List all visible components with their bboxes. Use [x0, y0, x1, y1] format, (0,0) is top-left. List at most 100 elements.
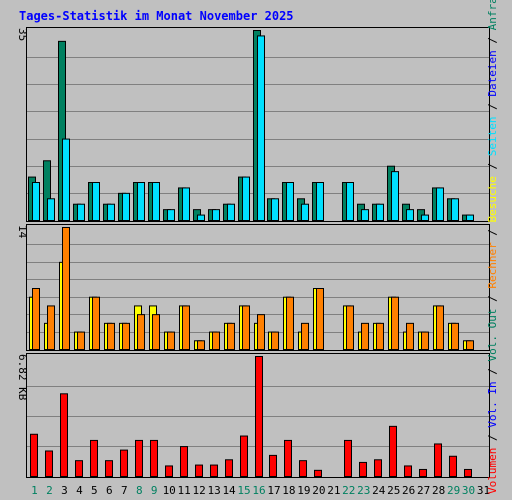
panel-bottom-max-label: 6.82 KB	[16, 354, 29, 401]
panel-bottom-border	[26, 353, 490, 478]
bar-volumen-8	[135, 439, 143, 478]
day-label-16: 16	[252, 484, 265, 497]
day-label-20: 20	[312, 484, 325, 497]
bar-volumen-16	[255, 356, 263, 477]
bar-dateien-22	[346, 182, 354, 221]
bar-rechner-25	[391, 296, 399, 351]
bar-volumen-5	[90, 439, 98, 478]
bar-dateien-9	[152, 182, 160, 221]
bar-volumen-18	[284, 439, 292, 478]
panel-middle-border	[26, 224, 490, 351]
bar-dateien-18	[286, 182, 294, 221]
bar-volumen-11	[180, 446, 188, 478]
bar-rechner-12	[197, 340, 205, 350]
bar-volumen-19	[299, 460, 307, 477]
bar-rechner-7	[122, 322, 130, 351]
bar-rechner-3	[62, 227, 70, 350]
day-label-28: 28	[432, 484, 445, 497]
right-legend-part-7: /	[486, 222, 499, 242]
bar-rechner-11	[182, 305, 190, 350]
right-legend-part-8: Besuche	[486, 176, 499, 222]
bar-rechner-27	[421, 331, 429, 351]
bar-dateien-17	[271, 198, 279, 222]
bar-rechner-14	[227, 322, 235, 351]
bar-rechner-17	[271, 331, 279, 351]
bar-dateien-25	[391, 171, 399, 221]
bar-volumen-28	[434, 443, 442, 477]
right-legend-part-12: Dateien	[486, 50, 499, 96]
bar-volumen-13	[210, 464, 218, 477]
bar-rechner-8	[137, 314, 145, 350]
day-label-22: 22	[342, 484, 355, 497]
bar-rechner-4	[77, 331, 85, 351]
bar-dateien-23	[361, 209, 369, 221]
bar-rechner-20	[316, 288, 324, 350]
panel-top-max-label: 35	[16, 28, 29, 41]
day-label-15: 15	[237, 484, 250, 497]
right-legend-part-6: Rechner	[486, 242, 499, 289]
day-label-12: 12	[193, 484, 206, 497]
right-legend-part-13: /	[486, 30, 499, 50]
day-label-9: 9	[151, 484, 158, 497]
bar-volumen-1	[30, 433, 38, 478]
right-legend-part-5: /	[486, 289, 499, 309]
bar-dateien-16	[257, 35, 265, 221]
panel-middle-max-label: 14	[16, 225, 29, 239]
bar-volumen-25	[389, 425, 397, 477]
bar-dateien-20	[316, 182, 324, 221]
bar-volumen-4	[75, 460, 83, 477]
day-label-13: 13	[207, 484, 220, 497]
bar-rechner-2	[47, 305, 55, 350]
panel-top-border	[26, 27, 490, 222]
right-legend-part-9: /	[486, 156, 499, 176]
bar-dateien-30	[466, 214, 474, 221]
bar-dateien-26	[406, 209, 414, 221]
chart-title: Tages-Statistik im Monat November 2025	[19, 9, 294, 23]
right-legend-part-3: /	[486, 362, 499, 382]
bar-dateien-28	[436, 187, 444, 222]
bar-rechner-13	[212, 331, 220, 351]
bar-dateien-29	[451, 198, 459, 222]
bar-volumen-23	[359, 461, 367, 478]
day-label-6: 6	[106, 484, 113, 497]
day-label-1: 1	[31, 484, 38, 497]
bar-dateien-27	[421, 214, 429, 221]
day-label-4: 4	[76, 484, 83, 497]
bar-dateien-4	[77, 203, 85, 221]
bar-dateien-13	[212, 209, 220, 221]
day-label-27: 27	[417, 484, 430, 497]
bar-volumen-26	[404, 465, 412, 477]
bar-dateien-5	[92, 182, 100, 221]
bar-rechner-24	[376, 322, 384, 351]
right-legend-part-11: /	[486, 97, 499, 117]
bar-rechner-10	[167, 331, 175, 351]
day-label-2: 2	[46, 484, 53, 497]
bar-volumen-24	[374, 459, 382, 477]
bar-rechner-16	[257, 314, 265, 350]
bar-dateien-15	[242, 176, 250, 221]
bar-dateien-11	[182, 187, 190, 222]
bar-rechner-28	[436, 305, 444, 350]
bar-dateien-8	[137, 182, 145, 221]
day-label-8: 8	[136, 484, 143, 497]
bar-volumen-3	[60, 393, 68, 478]
bar-volumen-22	[344, 439, 352, 478]
bar-volumen-7	[120, 449, 128, 477]
bar-dateien-3	[62, 138, 70, 221]
right-legend-part-14: Anfragen	[486, 0, 499, 30]
bar-dateien-1	[32, 182, 40, 221]
right-legend-part-4: Vol. Out	[486, 309, 499, 362]
bar-volumen-20	[314, 469, 322, 478]
bar-volumen-29	[449, 455, 457, 477]
day-label-24: 24	[372, 484, 386, 497]
day-label-18: 18	[282, 484, 295, 497]
bar-volumen-30	[464, 468, 472, 478]
bar-dateien-14	[227, 203, 235, 221]
bar-rechner-9	[152, 314, 160, 350]
day-label-23: 23	[357, 484, 370, 497]
bar-rechner-6	[107, 322, 115, 351]
bar-dateien-10	[167, 209, 175, 221]
bar-volumen-2	[45, 450, 53, 478]
day-label-21: 21	[327, 484, 340, 497]
day-label-26: 26	[402, 484, 415, 497]
